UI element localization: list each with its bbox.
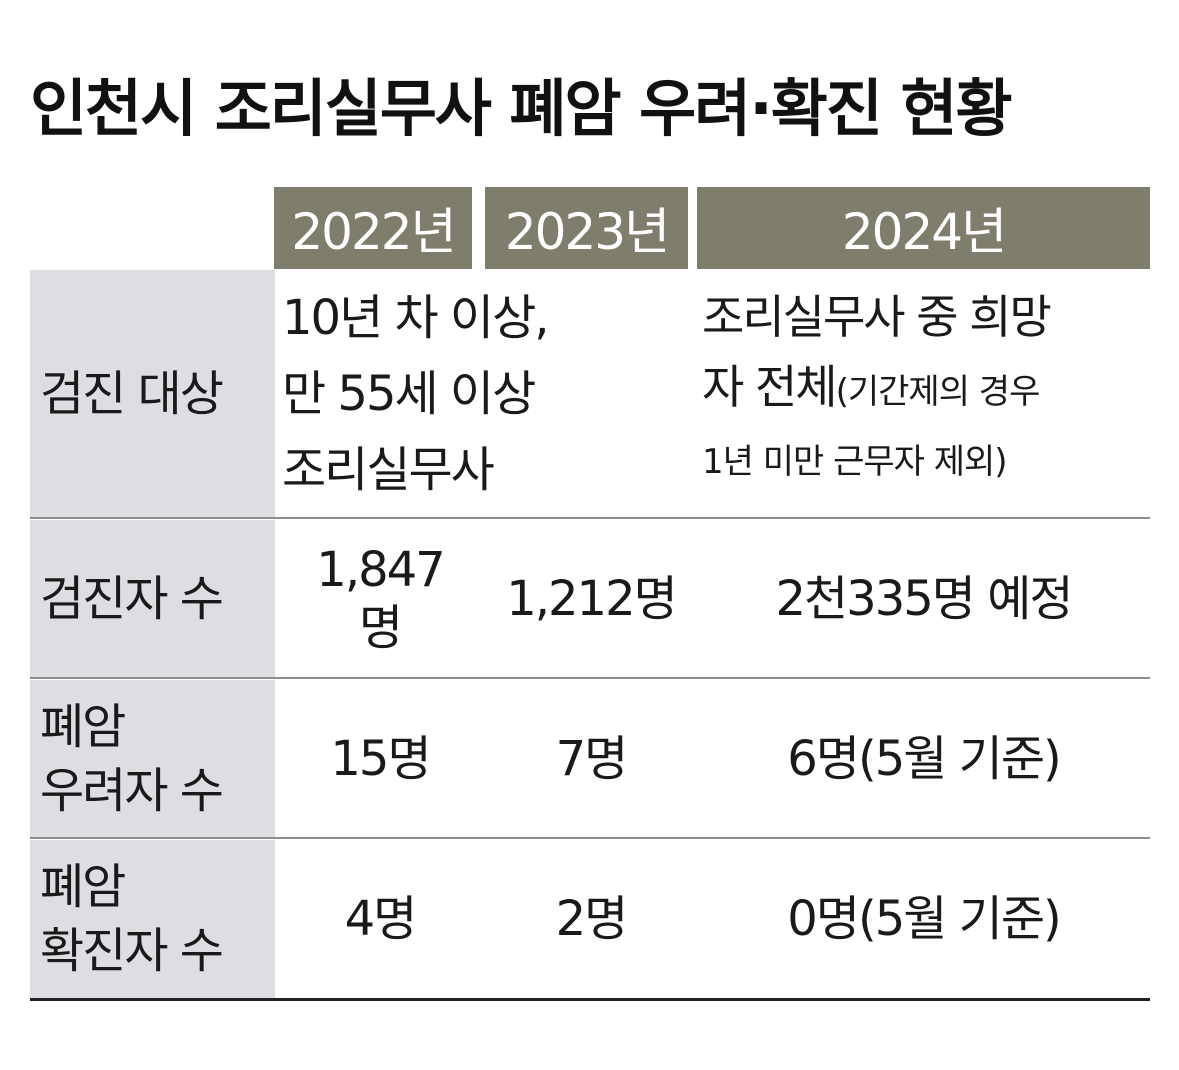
- year-header-2024: 2024년: [697, 187, 1150, 269]
- row-label-screening-target: 검진 대상: [30, 270, 275, 518]
- confirmed-2023: 2명: [555, 891, 629, 947]
- row-divider: [30, 837, 1150, 839]
- row-label-examinees: 검진자 수: [30, 520, 275, 678]
- row-divider: [30, 517, 1150, 519]
- screening-target-2024-main: 자 전체: [702, 360, 838, 414]
- row-label-confirmed: 폐암 확진자 수: [30, 840, 275, 998]
- screening-target-2022-2023: 10년 차 이상, 만 55세 이상 조리실무사: [282, 290, 550, 498]
- screening-target-2024-line2: 자 전체(기간제의 경우: [702, 352, 1150, 427]
- screening-target-2024-line1: 조리실무사 중 희망: [702, 290, 1052, 344]
- suspected-2024: 6명(5월 기준): [787, 731, 1061, 787]
- screening-target-2024-line3: 1년 미만 근무자 제외): [702, 442, 1008, 482]
- row-divider: [30, 677, 1150, 679]
- confirmed-2022: 4명: [344, 891, 418, 947]
- suspected-2022: 15명: [330, 731, 431, 787]
- examinees-2023: 1,212명: [506, 571, 678, 627]
- screening-target-2024-note: (기간제의 경우: [835, 372, 1041, 412]
- screening-target-2024: 조리실무사 중 희망 자 전체(기간제의 경우 1년 미만 근무자 제외): [702, 282, 1150, 497]
- table-title: 인천시 조리실무사 폐암 우려·확진 현황: [30, 72, 1013, 145]
- examinees-2022: 1,847 명: [316, 542, 445, 656]
- confirmed-2024: 0명(5월 기준): [787, 891, 1061, 947]
- table-bottom-rule: [30, 998, 1150, 1001]
- year-header-2022: 2022년: [274, 187, 472, 269]
- row-label-suspected: 폐암 우려자 수: [30, 680, 275, 838]
- suspected-2023: 7명: [555, 731, 629, 787]
- year-header-2023: 2023년: [485, 187, 688, 269]
- examinees-2024: 2천335명 예정: [775, 571, 1073, 627]
